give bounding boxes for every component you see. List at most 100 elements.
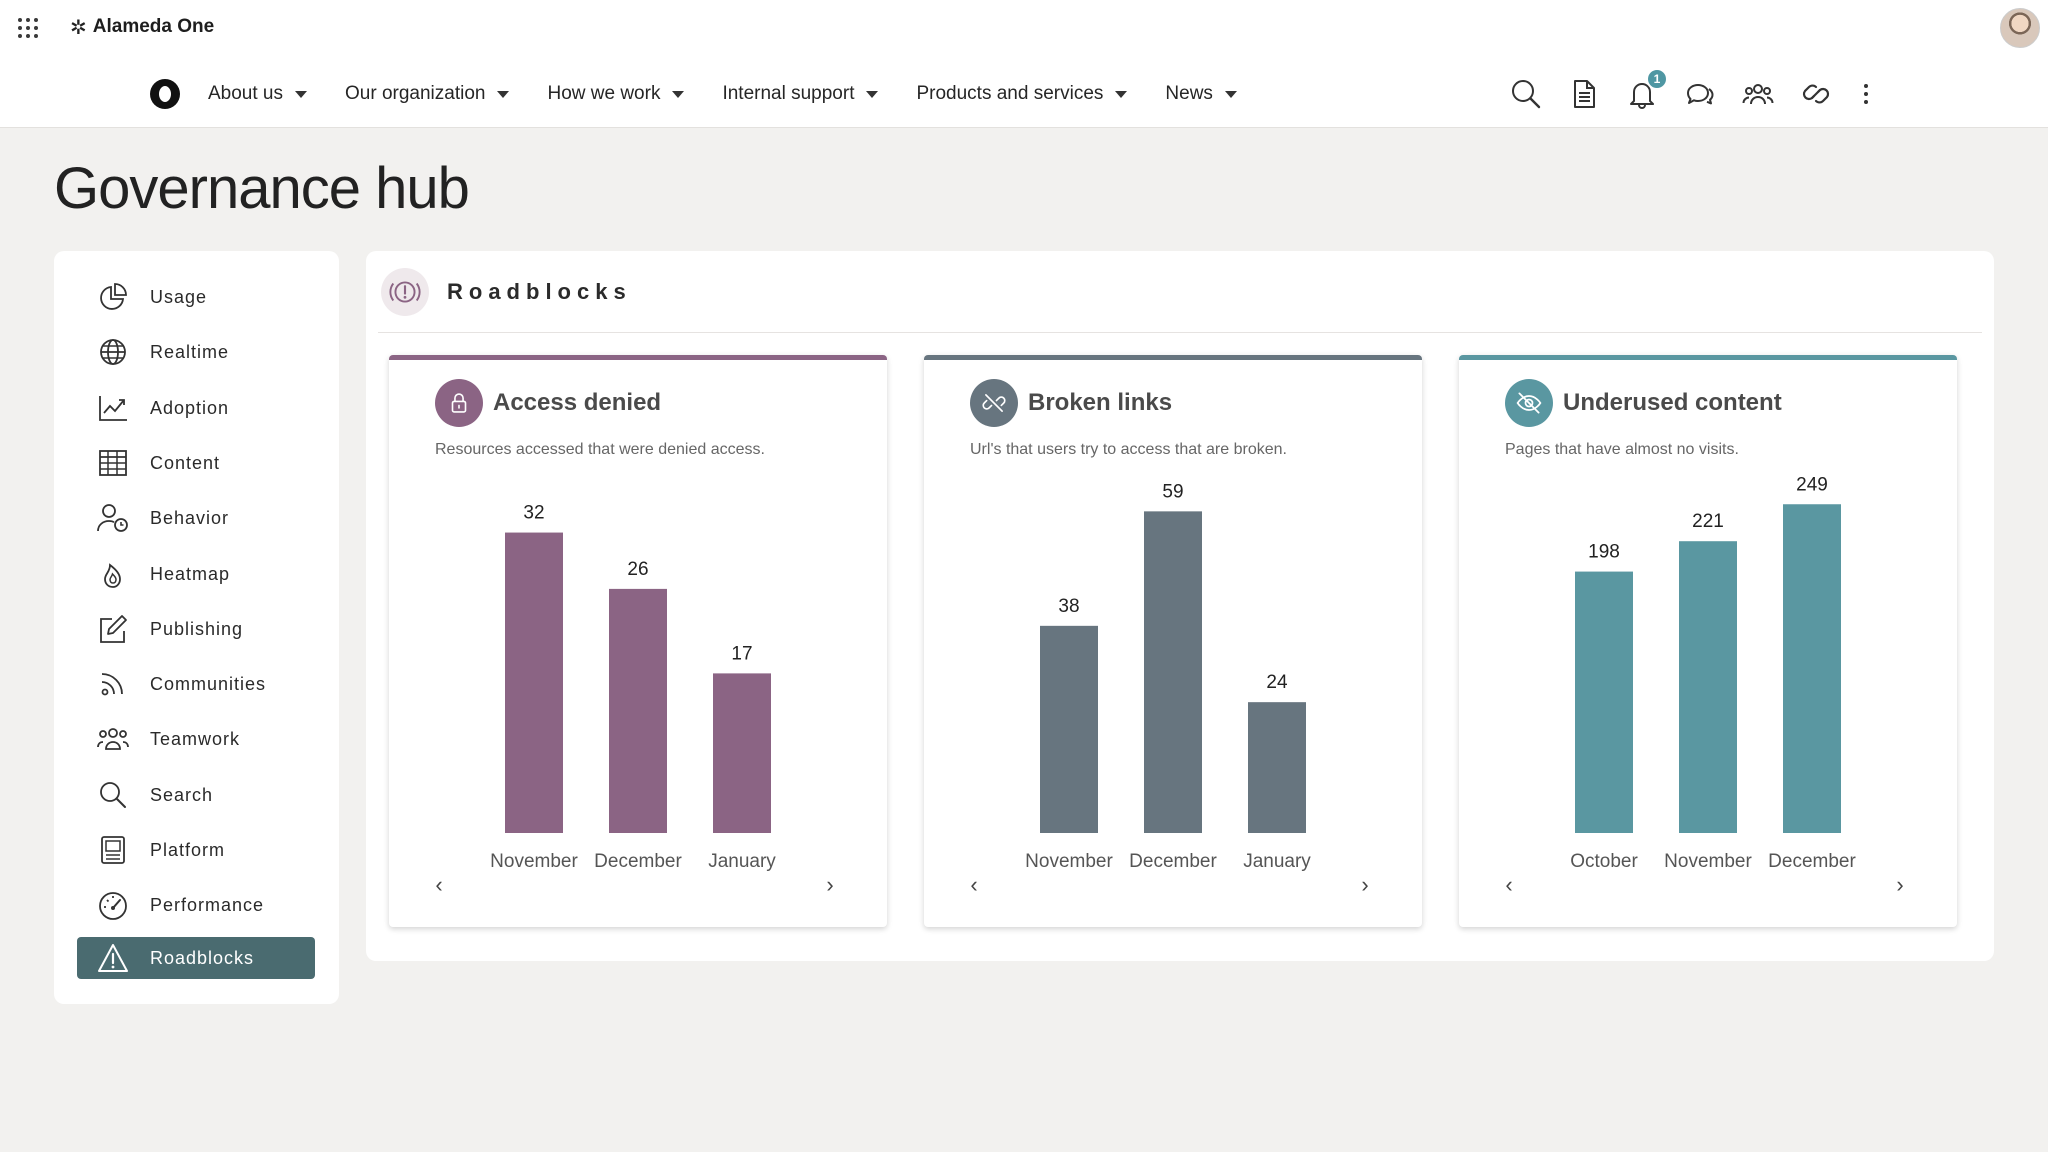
notifications-button[interactable]: 1 <box>1622 68 1668 114</box>
eye-slash-icon <box>1505 379 1553 427</box>
app-launcher-icon[interactable] <box>16 16 40 40</box>
card-accent-bar <box>1459 355 1957 360</box>
card-title: Underused content <box>1563 389 1782 416</box>
globe-icon <box>97 337 129 367</box>
access-denied-chart: 32 November 26 December 17 January <box>490 503 776 872</box>
chart-next-button[interactable]: › <box>826 872 834 897</box>
category-label: December <box>594 851 682 872</box>
nav-news[interactable]: News <box>1165 83 1237 105</box>
bar-value-label: 198 <box>1588 542 1620 563</box>
chevron-down-icon <box>295 90 307 98</box>
sidebar-item-heatmap[interactable]: Heatmap <box>77 553 315 595</box>
avatar[interactable] <box>2000 8 2040 48</box>
sidebar-item-label: Teamwork <box>150 728 241 749</box>
bar-december[interactable] <box>1144 511 1202 833</box>
links-button[interactable] <box>1796 74 1836 114</box>
bar-value-label: 26 <box>627 559 648 580</box>
brand-name: Alameda One <box>92 16 215 37</box>
bar-value-label: 249 <box>1796 475 1828 495</box>
alert-circle-icon <box>381 268 429 316</box>
bar-october[interactable] <box>1575 571 1633 833</box>
card-title: Broken links <box>1028 389 1173 416</box>
sidebar-item-content[interactable]: Content <box>77 442 315 484</box>
chevron-down-icon <box>1115 90 1128 98</box>
card-underused-content: Underused content Pages that have almost… <box>1459 355 1957 927</box>
sidebar-item-label: Roadblocks <box>150 947 255 968</box>
sidebar-item-teamwork[interactable]: Teamwork <box>77 718 315 760</box>
card-description: Url's that users try to access that are … <box>970 441 1287 458</box>
panel-header: Roadblocks <box>381 267 632 317</box>
card-broken-links: Broken links Url's that users try to acc… <box>924 355 1422 927</box>
sidebar-item-label: Adoption <box>150 397 230 418</box>
trend-chart-icon <box>97 393 129 423</box>
chevron-down-icon <box>1224 90 1237 98</box>
bar-december[interactable] <box>1783 504 1841 833</box>
chat-icon <box>1687 84 1714 105</box>
sidebar-item-performance[interactable]: Performance <box>77 884 315 926</box>
brand[interactable]: ✲ Alameda One <box>70 14 214 40</box>
bar-value-label: 59 <box>1162 481 1183 502</box>
bar-value-label: 24 <box>1266 672 1288 693</box>
underused-content-chart: 198 October 221 November 249 December <box>1570 475 1856 872</box>
nav-label: How we work <box>547 83 661 104</box>
bar-january[interactable] <box>713 673 771 833</box>
chart-next-button[interactable]: › <box>1896 872 1904 897</box>
roadblocks-panel: Roadblocks Access denied Resources acces… <box>366 251 1994 961</box>
bar-november[interactable] <box>505 532 563 833</box>
brand-logo-icon: ✲ <box>70 16 87 39</box>
home-logo-icon[interactable] <box>150 79 180 109</box>
bar-value-label: 38 <box>1058 596 1079 617</box>
sidebar-item-publishing[interactable]: Publishing <box>77 608 315 650</box>
nav-how-we-work[interactable]: How we work <box>547 83 685 105</box>
chevron-down-icon <box>497 90 510 98</box>
sidebar-item-search[interactable]: Search <box>77 774 315 816</box>
card-title: Access denied <box>493 389 662 416</box>
sidebar-item-platform[interactable]: Platform <box>77 829 315 871</box>
panel-title: Roadblocks <box>447 279 632 304</box>
nav-our-organization[interactable]: Our organization <box>345 83 510 105</box>
document-button[interactable] <box>1564 74 1604 114</box>
nav-about-us[interactable]: About us <box>208 83 307 105</box>
top-bar: ✲ Alameda One About us Our organization … <box>0 0 2048 128</box>
card-description: Resources accessed that were denied acce… <box>435 441 765 458</box>
broken-link-icon <box>970 379 1018 427</box>
nav-label: News <box>1165 83 1213 104</box>
chart-prev-button[interactable]: ‹ <box>435 872 443 897</box>
nav-label: Internal support <box>722 83 855 104</box>
sidebar-item-adoption[interactable]: Adoption <box>77 387 315 429</box>
people-icon <box>1742 84 1774 105</box>
card-accent-bar <box>389 355 887 360</box>
search-button[interactable] <box>1506 74 1546 114</box>
chat-button[interactable] <box>1680 74 1720 114</box>
chart-next-button[interactable]: › <box>1361 872 1369 897</box>
bar-january[interactable] <box>1248 702 1306 833</box>
category-label: January <box>708 851 776 872</box>
category-label: December <box>1129 851 1217 872</box>
bell-icon <box>1630 83 1654 109</box>
sidebar-item-communities[interactable]: Communities <box>77 663 315 705</box>
sidebar-item-realtime[interactable]: Realtime <box>77 331 315 373</box>
gauge-icon <box>97 890 129 920</box>
more-options-icon[interactable] <box>1854 74 1878 114</box>
bar-november[interactable] <box>1040 625 1098 833</box>
people-button[interactable] <box>1738 74 1778 114</box>
bar-december[interactable] <box>609 588 667 833</box>
nav-products-and-services[interactable]: Products and services <box>916 83 1128 105</box>
sidebar-item-usage[interactable]: Usage <box>77 276 315 318</box>
bar-value-label: 221 <box>1692 511 1724 532</box>
lock-icon <box>435 379 483 427</box>
sidebar-item-roadblocks[interactable]: Roadblocks <box>77 937 315 979</box>
chart-prev-button[interactable]: ‹ <box>1505 872 1513 897</box>
category-label: November <box>1664 851 1752 872</box>
category-label: November <box>490 851 578 872</box>
table-icon <box>97 448 129 478</box>
sidebar-item-label: Communities <box>150 673 267 694</box>
pie-chart-icon <box>97 282 129 312</box>
category-label: December <box>1768 851 1856 872</box>
search-icon <box>1512 80 1541 109</box>
sidebar-item-behavior[interactable]: Behavior <box>77 497 315 539</box>
chart-prev-button[interactable]: ‹ <box>970 872 978 897</box>
card-accent-bar <box>924 355 1422 360</box>
bar-november[interactable] <box>1679 541 1737 833</box>
nav-internal-support[interactable]: Internal support <box>722 83 879 105</box>
